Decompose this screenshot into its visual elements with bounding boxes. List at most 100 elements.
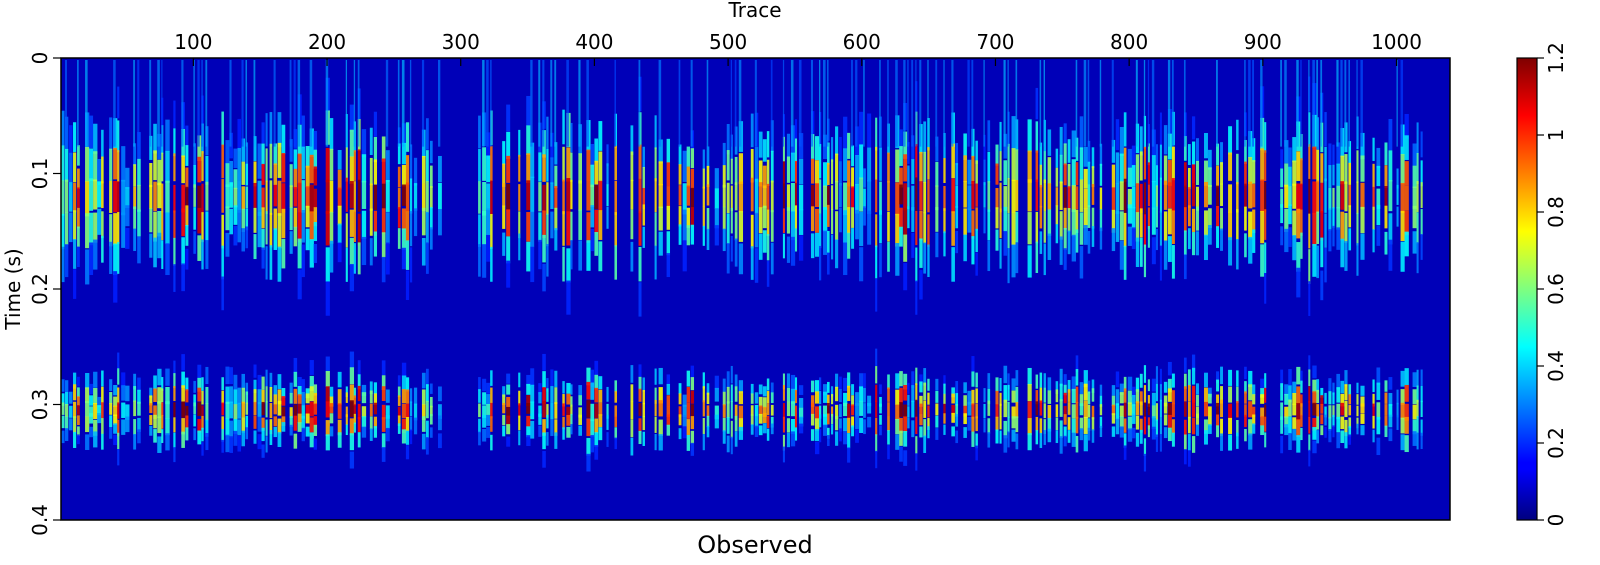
trace-segment	[353, 211, 356, 242]
trace-segment	[381, 375, 386, 391]
trace-segment	[1043, 403, 1046, 419]
trace-segment	[1204, 372, 1208, 388]
trace-segment	[714, 387, 719, 402]
trace-segment	[1035, 401, 1039, 416]
trace-segment	[1091, 166, 1095, 188]
trace-segment	[405, 417, 410, 432]
trace-segment	[1252, 229, 1256, 253]
trace-segment	[1191, 183, 1196, 207]
trace-segment	[149, 135, 153, 160]
trace-segment	[269, 419, 273, 435]
trace-segment	[1163, 155, 1168, 185]
trace-segment	[385, 212, 390, 245]
trace-tail	[1348, 60, 1350, 147]
trace-segment	[397, 415, 401, 427]
trace-segment	[289, 416, 293, 427]
trace-segment	[975, 433, 978, 449]
trace-segment	[867, 179, 872, 215]
trace-segment	[566, 147, 571, 182]
trace-segment	[1336, 432, 1341, 449]
trace-segment	[1260, 425, 1265, 436]
trace-segment	[798, 423, 804, 434]
trace-segment	[686, 185, 690, 206]
trace-segment	[281, 422, 286, 432]
trace-segment	[586, 453, 591, 472]
trace-segment	[109, 427, 113, 439]
trace-segment	[758, 384, 763, 395]
trace-segment	[879, 244, 882, 278]
trace-segment	[887, 402, 890, 417]
trace-segment	[85, 373, 90, 389]
trace-segment	[690, 390, 695, 404]
trace-segment	[133, 206, 137, 229]
trace-segment	[61, 430, 65, 444]
trace-segment	[586, 437, 591, 456]
trace-segment	[570, 424, 573, 435]
trace-segment	[794, 389, 798, 404]
trace-segment	[722, 417, 726, 432]
trace-segment	[117, 86, 120, 119]
trace-segment	[859, 111, 864, 146]
trace-segment	[297, 413, 302, 424]
trace-segment	[482, 429, 487, 442]
trace-segment	[502, 394, 506, 405]
trace-segment	[357, 417, 361, 433]
trace-tail	[85, 60, 88, 147]
trace-tail	[927, 60, 929, 147]
trace-tail	[967, 60, 970, 147]
trace-segment	[1296, 419, 1301, 437]
trace-segment	[590, 205, 595, 228]
colorbar-tick-label: 1.2	[1544, 42, 1568, 74]
trace-segment	[1091, 184, 1095, 205]
trace-segment	[903, 373, 908, 390]
trace-segment	[173, 210, 176, 239]
trace-segment	[1204, 234, 1208, 261]
trace-segment	[1119, 127, 1124, 156]
trace-segment	[1111, 139, 1116, 163]
trace-segment	[237, 180, 242, 213]
trace-segment	[1244, 233, 1247, 258]
trace-segment	[614, 437, 617, 450]
trace-segment	[827, 435, 830, 446]
trace-segment	[782, 416, 785, 433]
trace-segment	[425, 242, 429, 274]
trace-segment	[1308, 386, 1311, 403]
trace-segment	[1384, 425, 1388, 438]
trace-segment	[1047, 377, 1052, 391]
trace-segment	[1099, 395, 1103, 407]
trace-segment	[1071, 432, 1077, 447]
trace-segment	[117, 150, 120, 182]
trace-segment	[353, 395, 356, 406]
trace-segment	[1059, 211, 1063, 240]
trace-segment	[1131, 227, 1136, 250]
trace-segment	[1131, 165, 1136, 187]
trace-segment	[1416, 369, 1419, 387]
trace-segment	[1396, 389, 1399, 405]
trace-segment	[429, 186, 433, 209]
trace-segment	[678, 414, 682, 426]
trace-segment	[943, 393, 946, 405]
trace-tail	[1284, 60, 1287, 147]
trace-segment	[185, 405, 189, 419]
trace-segment	[373, 231, 378, 257]
trace-segment	[281, 124, 286, 155]
trace-segment	[730, 158, 733, 185]
trace-segment	[887, 241, 890, 272]
trace-segment	[221, 390, 224, 404]
trace-segment	[1139, 418, 1143, 433]
trace-segment	[1320, 425, 1324, 436]
trace-segment	[502, 425, 506, 437]
trace-segment	[329, 403, 334, 414]
trace-segment	[526, 95, 531, 126]
trace-segment	[1400, 182, 1405, 214]
trace-segment	[1252, 394, 1256, 405]
trace-segment	[1244, 161, 1247, 186]
trace-segment	[538, 413, 542, 425]
trace-segment	[1208, 224, 1212, 245]
trace-segment	[265, 148, 268, 182]
trace-tail	[1143, 60, 1146, 147]
trace-segment	[269, 143, 273, 179]
trace-segment	[161, 414, 164, 429]
trace-segment	[506, 104, 511, 132]
trace-segment	[975, 252, 978, 276]
